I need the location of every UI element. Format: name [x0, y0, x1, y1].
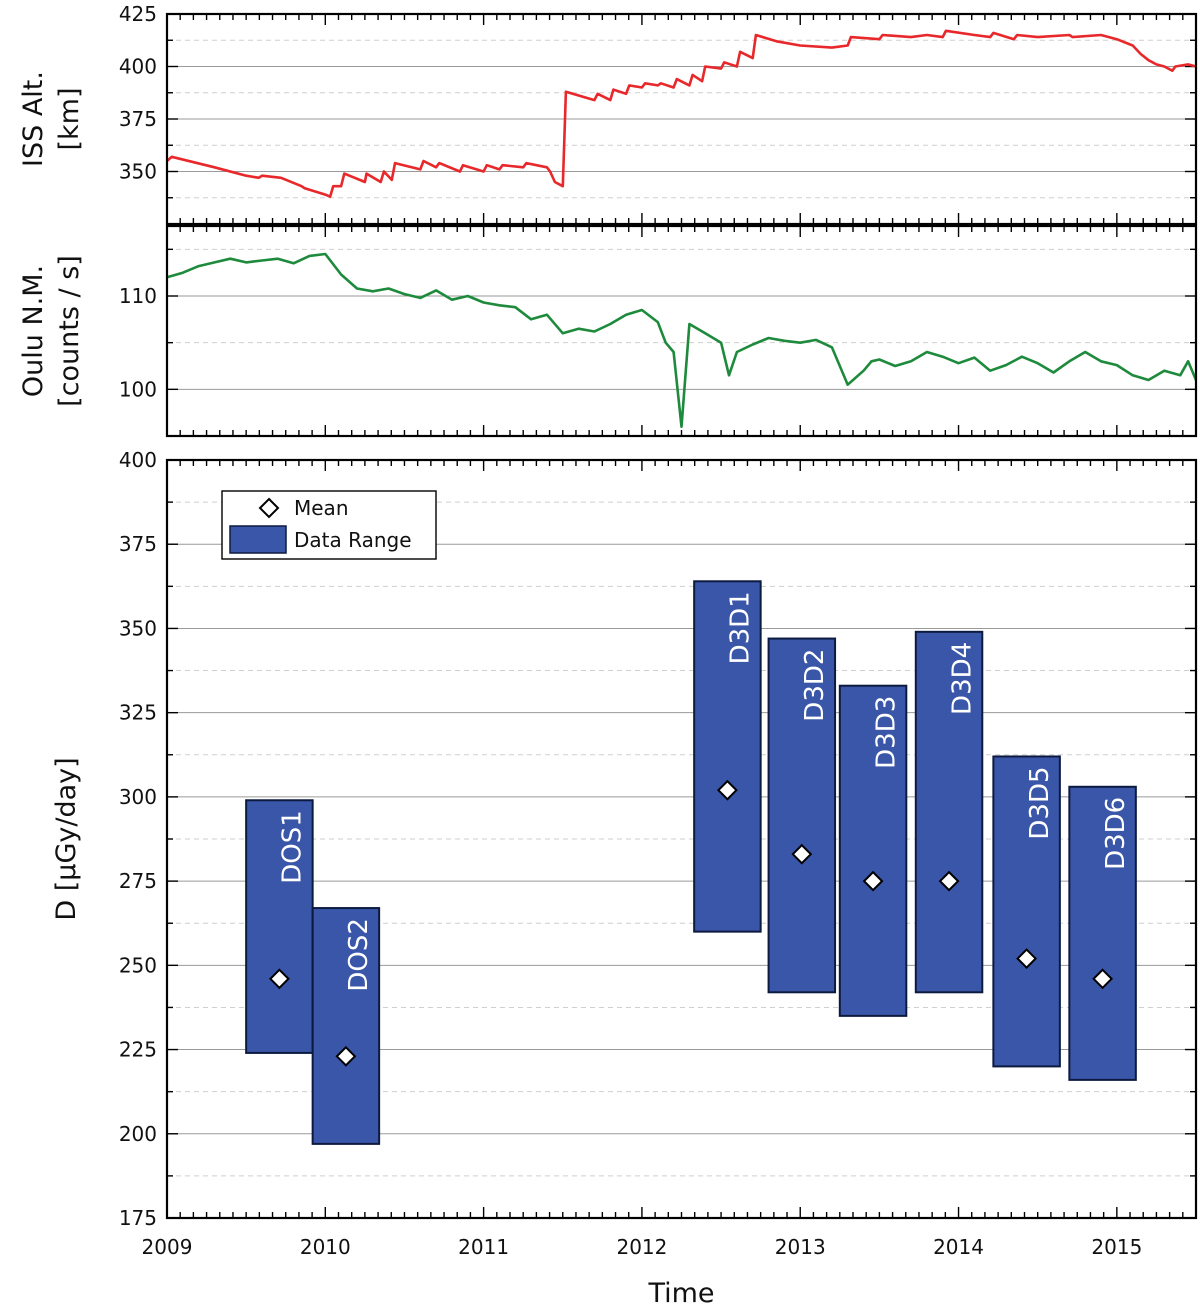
y-tick-label: 275	[119, 869, 157, 893]
box-label-d3d5: D3D5	[1025, 766, 1055, 839]
data-range-box-d3d3	[838, 684, 908, 1017]
x-tick-label: 2013	[775, 1235, 826, 1259]
panel-frame	[165, 224, 1198, 438]
y-tick-label: 400	[119, 448, 157, 472]
y-tick-label: 110	[119, 284, 157, 308]
y-tick-label: 225	[119, 1038, 157, 1062]
x-tick-label: 2012	[616, 1235, 667, 1259]
legend: Mean Data Range	[221, 490, 437, 560]
x-axis-title: Time	[647, 1278, 714, 1309]
y-tick-label: 200	[119, 1122, 157, 1146]
mean-marker-d3d5	[1016, 948, 1038, 970]
y-tick-label: 300	[119, 785, 157, 809]
y-axis-title-line1: ISS Alt.	[18, 71, 49, 167]
altitude-panel: 350 375 400 425 ISS Alt. [km]	[18, 2, 1198, 226]
x-tick-label: 2009	[142, 1235, 193, 1259]
panel-frame	[165, 458, 1198, 1220]
y-axis-title-line1: Oulu N.M.	[18, 265, 49, 397]
y-tick-label: 350	[119, 160, 157, 184]
mean-marker-d3d6	[1092, 968, 1114, 990]
y-tick-label: 375	[119, 107, 157, 131]
y-tick-label: 350	[119, 616, 157, 640]
data-range-box-d3d2	[767, 637, 837, 994]
x-axis: 2009 2010 2011 2012 2013 2014 2015 Time	[142, 1235, 1143, 1309]
data-range-box-dos2	[311, 907, 381, 1145]
x-tick-label: 2014	[933, 1235, 984, 1259]
y-tick-label: 400	[119, 55, 157, 79]
mean-marker-dos1	[268, 968, 290, 990]
neutron-monitor-panel: 100 110 Oulu N.M. [counts / s]	[18, 224, 1198, 438]
box-label-d3d6: D3D6	[1101, 797, 1131, 870]
y-tick-label: 375	[119, 532, 157, 556]
data-range-box-d3d5	[992, 755, 1061, 1068]
legend-range-swatch	[229, 525, 287, 554]
data-series-line	[166, 252, 1198, 428]
y-axis-title-line2: [counts / s]	[54, 255, 85, 407]
x-tick-label: 2010	[300, 1235, 351, 1259]
box-label-d3d1: D3D1	[726, 591, 756, 664]
box-label-d3d4: D3D4	[947, 642, 977, 715]
y-axis-title-line2: [km]	[54, 87, 85, 150]
mean-marker-d3d4	[938, 870, 960, 892]
y-tick-label: 325	[119, 701, 157, 725]
x-tick-label: 2011	[458, 1235, 509, 1259]
box-label-dos2: DOS2	[344, 918, 374, 992]
data-range-box-d3d1	[693, 580, 762, 933]
mean-marker-d3d1	[716, 779, 738, 801]
mean-marker-d3d2	[791, 843, 813, 865]
mean-marker-d3d3	[862, 870, 884, 892]
dose-rate-panel: 175 200 225 250 275 300 325 350 375 400 DOS1 DOS2 D3…	[51, 448, 1198, 1230]
box-label-dos1: DOS1	[278, 810, 308, 884]
y-tick-label: 100	[119, 377, 157, 401]
y-tick-label: 175	[119, 1206, 157, 1230]
box-label-d3d2: D3D2	[800, 649, 830, 722]
mean-marker-dos2	[335, 1045, 357, 1067]
legend-range-label: Data Range	[294, 528, 412, 552]
box-label-d3d3: D3D3	[871, 696, 901, 769]
legend-mean-marker	[258, 497, 280, 519]
panel-frame	[165, 12, 1198, 226]
y-tick-label: 250	[119, 953, 157, 977]
data-range-box-d3d4	[914, 630, 984, 994]
data-series-line	[166, 29, 1197, 198]
y-axis-title: D [µGy/day]	[51, 757, 82, 920]
data-range-box-dos1	[245, 799, 314, 1054]
y-tick-label: 425	[119, 2, 157, 26]
data-range-box-d3d6	[1068, 785, 1137, 1081]
legend-mean-label: Mean	[294, 496, 349, 520]
x-tick-label: 2015	[1091, 1235, 1142, 1259]
